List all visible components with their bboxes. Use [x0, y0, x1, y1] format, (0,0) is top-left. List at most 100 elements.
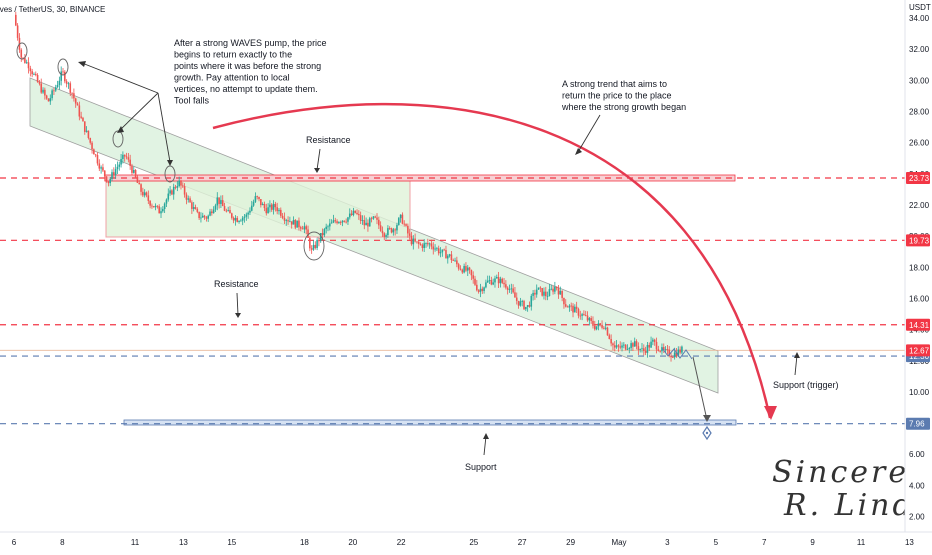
candle-body: [568, 305, 571, 308]
candle-body: [325, 226, 327, 230]
candle-body: [134, 169, 137, 178]
x-tick-label: 9: [810, 538, 815, 547]
candle-body: [280, 209, 282, 216]
vertex-markers: [16, 42, 325, 261]
candle-body: [191, 202, 193, 209]
candle-body: [176, 185, 179, 188]
candle-body: [646, 344, 649, 353]
candle-body: [278, 209, 280, 212]
candle-body: [361, 220, 364, 221]
candle-body: [399, 214, 402, 219]
candle-body: [354, 210, 357, 213]
candle-body: [494, 278, 496, 283]
candle-body: [595, 326, 598, 330]
candle-body: [252, 201, 255, 206]
candle-body: [662, 347, 665, 350]
candle-body: [443, 249, 445, 251]
candle-body: [617, 345, 620, 347]
candle-body: [661, 347, 663, 352]
candle-body: [572, 305, 574, 313]
y-tick-label: 16.00: [909, 294, 930, 303]
candle-body: [316, 240, 318, 248]
level-lines: [0, 177, 905, 425]
candle-body: [339, 222, 342, 223]
candle-body: [512, 288, 514, 293]
candle-body: [64, 71, 66, 82]
candle-body: [479, 288, 482, 292]
candle-body: [156, 205, 159, 207]
candle-body: [379, 225, 382, 231]
candle-body: [612, 343, 614, 346]
candle-body: [410, 235, 413, 245]
candle-body: [570, 305, 573, 307]
candle-body: [187, 198, 190, 200]
candle-body: [378, 219, 380, 226]
candle-body: [632, 343, 634, 347]
candle-body: [221, 200, 224, 207]
candle-body: [290, 221, 293, 225]
candle-body: [129, 159, 131, 166]
projection-drop: [692, 356, 708, 421]
candle-body: [31, 71, 33, 75]
candle-body: [428, 243, 431, 245]
candle-body: [352, 210, 355, 216]
candle-body: [209, 211, 211, 216]
candle-body: [552, 288, 554, 292]
candle-body: [530, 295, 533, 307]
candle-body: [120, 159, 122, 165]
candle-body: [305, 226, 308, 230]
candle-body: [232, 217, 235, 221]
candle-body: [151, 205, 153, 207]
y-tick-label: 32.00: [909, 45, 930, 54]
candle-body: [414, 238, 416, 242]
candle-body: [623, 344, 625, 346]
candle-body: [432, 246, 435, 250]
candle-body: [319, 233, 322, 242]
candle-body: [67, 83, 70, 85]
candle-body: [53, 90, 55, 92]
candle-body: [169, 190, 171, 194]
candle-body: [80, 116, 82, 118]
candle-body: [196, 209, 199, 212]
candle-body: [532, 292, 534, 296]
y-tick-label: 4.00: [909, 481, 925, 490]
candle-body: [125, 156, 128, 158]
candle-body: [347, 217, 349, 222]
projection-drop-arrowhead: [703, 415, 711, 422]
candle-body: [33, 73, 35, 75]
candle-body: [207, 215, 210, 219]
candle-body: [459, 268, 462, 270]
candle-body: [180, 180, 182, 186]
candle-body: [657, 349, 660, 351]
candle-body: [181, 185, 184, 187]
candle-body: [211, 211, 213, 214]
candle-body: [537, 287, 540, 290]
y-tick-label: 30.00: [909, 76, 930, 85]
candle-body: [643, 348, 645, 351]
candle-body: [546, 296, 549, 297]
candle-body: [370, 218, 373, 220]
candle-body: [439, 252, 442, 254]
candle-body: [116, 166, 119, 170]
candle-body: [554, 286, 556, 292]
candle-body: [381, 230, 384, 234]
x-tick-label: 20: [348, 538, 357, 547]
candle-body: [456, 260, 458, 265]
candle-body: [171, 190, 173, 195]
candle-body: [358, 214, 360, 216]
resistance-label-lower: Resistance: [214, 279, 259, 289]
candle-body: [403, 223, 406, 225]
candle-body: [664, 349, 667, 350]
candle-body: [89, 138, 92, 143]
candle-body: [203, 215, 206, 218]
candle-body: [539, 287, 542, 289]
candle-body: [223, 206, 226, 211]
candle-body: [201, 215, 204, 218]
candle-body: [517, 300, 520, 306]
candle-body: [231, 213, 233, 218]
candle-body: [417, 241, 420, 244]
candle-body: [270, 204, 273, 210]
candle-body: [296, 220, 298, 228]
candle-body: [227, 210, 229, 211]
price-candles: [15, 11, 683, 362]
